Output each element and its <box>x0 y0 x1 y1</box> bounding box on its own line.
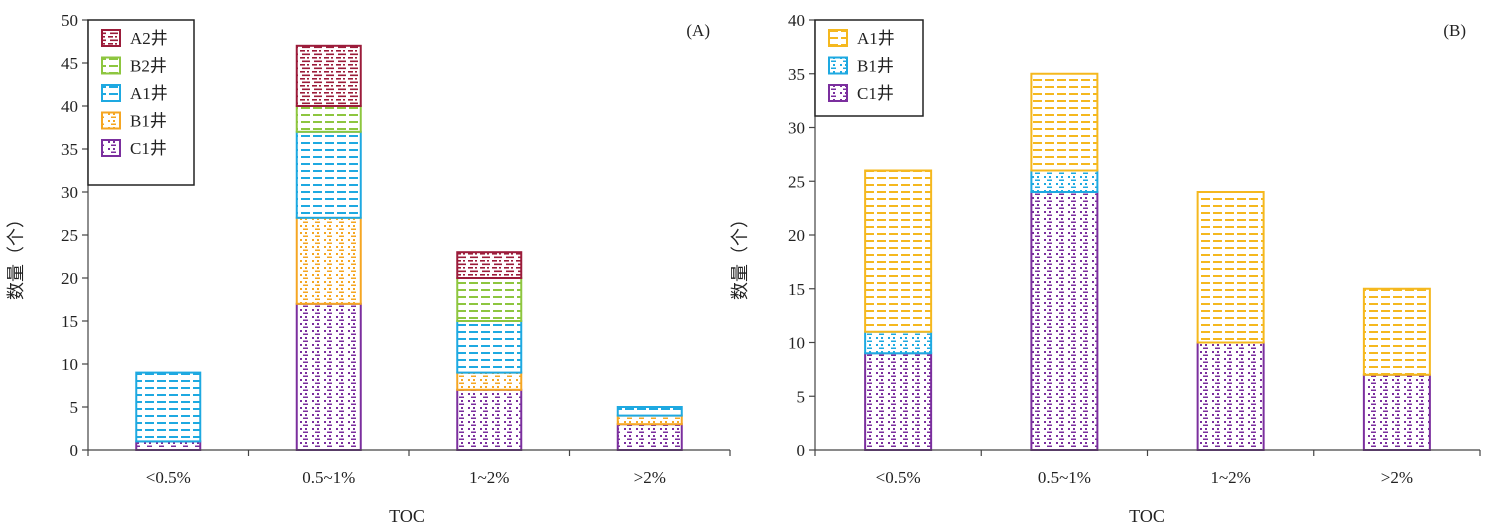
legend-swatch-b <box>828 84 848 102</box>
bar-a-3-C1-well <box>456 388 523 451</box>
legend-swatch-b <box>828 29 848 47</box>
x-axis-title-b: TOC <box>1129 506 1165 526</box>
legend-swatch-a <box>101 111 121 130</box>
bar-a-4-C1-well <box>616 423 683 452</box>
y-tick-label-b: 5 <box>797 387 806 406</box>
legend-label-a: B2井 <box>130 57 167 76</box>
y-tick-label-a: 30 <box>61 183 78 202</box>
bar-a-2-A1-well-A <box>295 130 362 219</box>
bar-b-1-A1-well-B <box>864 169 933 333</box>
legend-label-a: B1井 <box>130 112 167 131</box>
y-tick-label-a: 45 <box>61 54 78 73</box>
y-tick-label-b: 20 <box>788 226 805 245</box>
y-tick-label-a: 10 <box>61 355 78 374</box>
bar-b-1-B1-well-B <box>864 330 933 355</box>
legend-label-a: C1井 <box>130 139 167 158</box>
bar-a-3-A1-well-A <box>456 320 523 374</box>
chart-panel-a: (A) TOC 数量（个） 0 5 10 15 20 25 30 35 40 45 50 <0.5% 0… <box>6 11 731 526</box>
bar-a-3-B2-well <box>456 277 523 322</box>
legend-swatch-a <box>101 84 121 102</box>
bar-a-4-B1-well-A <box>616 414 683 426</box>
y-tick-label-a: 50 <box>61 11 78 30</box>
y-tick-label-a: 20 <box>61 269 78 288</box>
x-tick-label-a: 0.5~1% <box>302 468 355 487</box>
y-tick-label-a: 25 <box>61 226 78 245</box>
panel-label-b: (B) <box>1443 21 1466 40</box>
bar-a-2-B2-well <box>295 105 362 133</box>
x-tick-label-b: 0.5~1% <box>1038 468 1091 487</box>
x-tick-label-b: 1~2% <box>1210 468 1250 487</box>
bar-a-4-A1-well-A <box>616 406 683 417</box>
legend-label-a: A1井 <box>130 84 168 103</box>
legend-swatch-a <box>101 139 121 157</box>
legend-label-b: B1井 <box>857 57 894 76</box>
legend-label-b: C1井 <box>857 84 894 103</box>
bar-a-2-C1-well <box>295 302 362 451</box>
bar-b-2-C1-well <box>1030 191 1099 451</box>
legend-swatch-b <box>828 56 848 75</box>
y-tick-label-b: 30 <box>788 119 805 138</box>
y-tick-label-b: 35 <box>788 65 805 84</box>
bar-a-3-B1-well-A <box>456 371 523 391</box>
bar-b-3-A1-well-B <box>1196 191 1265 344</box>
bar-a-3-A2-well <box>456 251 523 279</box>
y-tick-label-a: 0 <box>70 441 79 460</box>
x-axis-title-a: TOC <box>389 506 425 526</box>
legend-b: A1井 B1井 C1井 <box>814 19 924 117</box>
bar-b-4-C1-well <box>1362 373 1431 451</box>
bar-b-2-B1-well-B <box>1030 169 1099 193</box>
y-tick-label-b: 25 <box>788 172 805 191</box>
y-axis-title-a: 数量（个） <box>6 210 26 300</box>
bar-a-1-C1-well <box>135 440 202 451</box>
legend-a: A2井 B2井 A1井 B1井 C1井 <box>87 19 195 186</box>
chart-panel-b: (B) TOC 数量（个） 0 5 10 15 20 25 30 35 40 <0.5% 0.5~1… <box>730 11 1481 526</box>
x-tick-label-a: >2% <box>634 468 666 487</box>
y-tick-label-a: 15 <box>61 312 78 331</box>
bar-b-3-C1-well <box>1196 341 1265 451</box>
bar-a-1-A1-well-A <box>135 371 202 443</box>
legend-box-a <box>87 19 195 186</box>
panel-label-a: (A) <box>686 21 710 40</box>
y-tick-label-a: 40 <box>61 97 78 116</box>
y-tick-label-b: 40 <box>788 11 805 30</box>
bar-b-2-A1-well-B <box>1030 72 1099 172</box>
x-tick-label-b: >2% <box>1381 468 1413 487</box>
y-tick-label-a: 5 <box>70 398 79 417</box>
bar-b-1-C1-well <box>864 352 933 451</box>
x-tick-label-a: <0.5% <box>146 468 191 487</box>
y-tick-label-a: 35 <box>61 140 78 159</box>
y-tick-label-b: 15 <box>788 280 805 299</box>
x-tick-label-b: <0.5% <box>876 468 921 487</box>
legend-swatch-a <box>101 29 121 47</box>
legend-label-a: A2井 <box>130 29 168 48</box>
bar-a-2-A2-well <box>295 44 362 107</box>
bar-a-2-B1-well-A <box>295 216 362 305</box>
bar-b-4-A1-well-B <box>1362 287 1431 376</box>
y-tick-label-b: 0 <box>797 441 806 460</box>
x-tick-label-a: 1~2% <box>469 468 509 487</box>
legend-label-b: A1井 <box>857 29 895 48</box>
legend-swatch-a <box>101 56 121 75</box>
y-tick-label-b: 10 <box>788 334 805 353</box>
y-axis-title-b: 数量（个） <box>730 210 750 300</box>
